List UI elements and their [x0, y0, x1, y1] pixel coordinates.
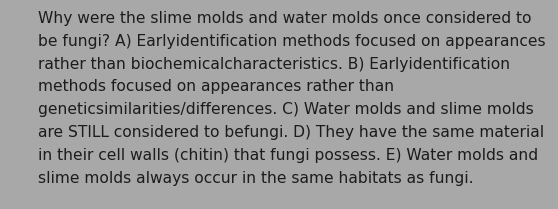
Text: methods focused on appearances rather than: methods focused on appearances rather th… — [38, 79, 394, 94]
Text: rather than biochemicalcharacteristics. B) Earlyidentification: rather than biochemicalcharacteristics. … — [38, 57, 510, 72]
Text: slime molds always occur in the same habitats as fungi.: slime molds always occur in the same hab… — [38, 171, 474, 186]
Text: be fungi? A) Earlyidentification methods focused on appearances: be fungi? A) Earlyidentification methods… — [38, 34, 546, 49]
Text: geneticsimilarities/differences. C) Water molds and slime molds: geneticsimilarities/differences. C) Wate… — [38, 102, 534, 117]
Text: in their cell walls (chitin) that fungi possess. E) Water molds and: in their cell walls (chitin) that fungi … — [38, 148, 538, 163]
Text: Why were the slime molds and water molds once considered to: Why were the slime molds and water molds… — [38, 11, 532, 26]
Text: are STILL considered to befungi. D) They have the same material: are STILL considered to befungi. D) They… — [38, 125, 544, 140]
